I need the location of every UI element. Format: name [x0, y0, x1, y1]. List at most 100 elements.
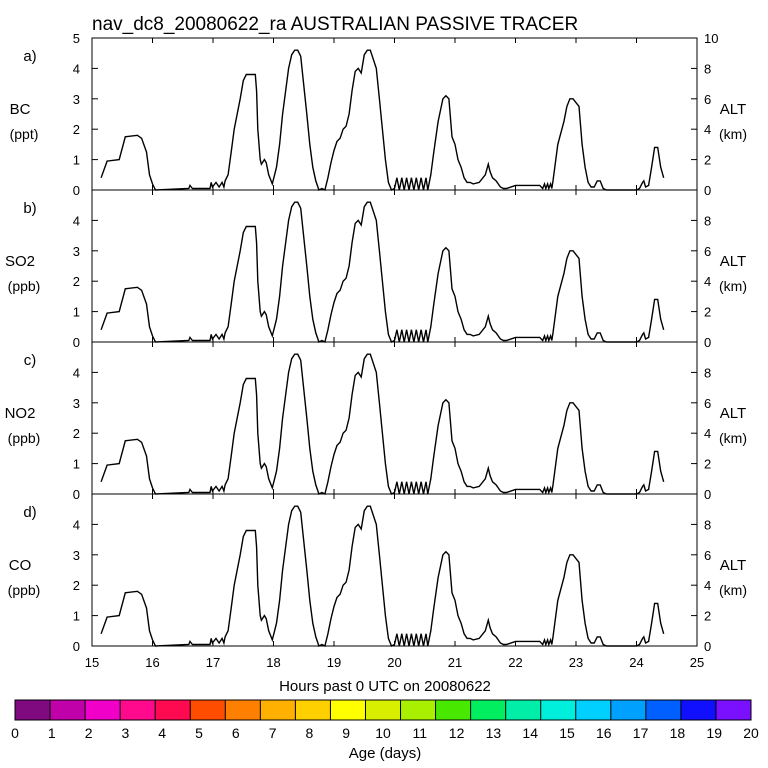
panels: 0123450246810a)BC(ppt)ALT(km)0123402468b…: [5, 31, 747, 654]
colorbar-segment: [225, 700, 261, 720]
y-tick-label: 2: [73, 426, 80, 441]
y-tick-label: 4: [73, 213, 80, 228]
y2-tick-label: 2: [704, 153, 711, 168]
colorbar-tick-label: 6: [232, 725, 240, 741]
y2-axis-unit: (km): [719, 430, 747, 446]
y-tick-label: 0: [73, 183, 80, 198]
y2-tick-label: 4: [704, 578, 711, 593]
y-tick-label: 4: [73, 61, 80, 76]
y2-tick-label: 2: [704, 457, 711, 472]
y2-tick-label: 0: [704, 487, 711, 502]
x-axis-label: Hours past 0 UTC on 20080622: [279, 678, 491, 695]
colorbar-tick-label: 15: [559, 725, 575, 741]
y-tick-label: 2: [73, 122, 80, 137]
panel-d: 0 1 2 3 4 0 2 4 6 8 d) CO (ppb) ALT (km): [8, 493, 747, 654]
colorbar-segment: [470, 700, 506, 720]
x-tick-label: 21: [448, 655, 462, 670]
colorbar-tick-label: 7: [269, 725, 277, 741]
altitude-series-line: [100, 353, 665, 496]
y2-tick-label: 2: [704, 609, 711, 624]
panel-label: a): [23, 48, 36, 65]
x-tick-labels: 15 16 17 18 19 20 21 22 23 24 25: [85, 655, 704, 670]
y2-tick-label: 6: [704, 92, 711, 107]
colorbar-frame: [14, 699, 752, 721]
y-tick-label: 3: [73, 244, 80, 259]
colorbar-segment: [260, 700, 296, 720]
altitude-series-line: [100, 201, 665, 344]
colorbar-segment: [365, 700, 401, 720]
chart-title: nav_dc8_20080622_ra AUSTRALIAN PASSIVE T…: [92, 14, 578, 35]
y-tick-label: 1: [73, 457, 80, 472]
colorbar-segment: [715, 700, 752, 720]
y2-axis-unit: (km): [719, 126, 747, 142]
y2-axis-label: ALT: [720, 405, 746, 422]
altitude-series-line: [100, 49, 665, 192]
y-tick-label: 0: [73, 487, 80, 502]
y-tick-label: 2: [73, 274, 80, 289]
y-tick-label: 4: [73, 365, 80, 380]
y2-tick-label: 8: [704, 61, 711, 76]
x-tick-label: 15: [85, 655, 99, 670]
colorbar-tick-label: 3: [122, 725, 130, 741]
colorbar-tick-label: 2: [85, 725, 93, 741]
colorbar-label: Age (days): [349, 745, 422, 762]
y-axis-unit: (ppb): [8, 430, 41, 446]
y2-tick-label: 0: [704, 183, 711, 198]
colorbar-tick-label: 18: [670, 725, 686, 741]
y2-tick-label: 6: [704, 548, 711, 563]
x-tick-label: 17: [206, 655, 220, 670]
y2-axis-label: ALT: [720, 101, 746, 118]
y-tick-label: 3: [73, 548, 80, 563]
colorbar: [14, 699, 752, 721]
y2-tick-label: 8: [704, 365, 711, 380]
y-tick-label: 0: [73, 335, 80, 350]
colorbar-tick-label: 19: [706, 725, 722, 741]
panel-frame: [91, 189, 698, 343]
y2-tick-label: 10: [704, 31, 718, 46]
colorbar-tick-label: 20: [743, 725, 759, 741]
y-tick-label: 1: [73, 153, 80, 168]
colorbar-tick-label: 9: [342, 725, 350, 741]
colorbar-tick-label: 1: [48, 725, 56, 741]
y2-tick-label: 8: [704, 213, 711, 228]
colorbar-segment: [505, 700, 542, 720]
panel-a: 0 1 2 3 4 5 0 2 4 6 8 10 a) BC (ppt) ALT (km): [10, 31, 747, 198]
y-tick-label: 5: [73, 31, 80, 46]
colorbar-tick-label: 12: [449, 725, 465, 741]
x-tick-label: 19: [327, 655, 341, 670]
y2-tick-label: 8: [704, 517, 711, 532]
colorbar-tick-label: 4: [158, 725, 166, 741]
colorbar-tick-label: 8: [306, 725, 314, 741]
x-tick-label: 18: [266, 655, 280, 670]
colorbar-segment: [190, 700, 226, 720]
panel-label: c): [24, 352, 37, 369]
colorbar-segment: [610, 700, 647, 720]
colorbar-tick-label: 14: [522, 725, 538, 741]
y2-axis-label: ALT: [720, 557, 746, 574]
colorbar-segment: [645, 700, 682, 720]
x-tick-label: 20: [387, 655, 401, 670]
y2-tick-label: 6: [704, 396, 711, 411]
colorbar-tick-label: 10: [375, 725, 391, 741]
colorbar-tick-label: 17: [633, 725, 649, 741]
colorbar-segment: [155, 700, 191, 720]
colorbar-tick-label: 0: [11, 725, 19, 741]
y2-tick-label: 6: [704, 244, 711, 259]
colorbar-segment: [330, 700, 366, 720]
y2-tick-label: 4: [704, 274, 711, 289]
x-tick-label: 25: [690, 655, 704, 670]
y2-axis-unit: (km): [719, 278, 747, 294]
y2-tick-label: 4: [704, 122, 711, 137]
y-tick-label: 4: [73, 517, 80, 532]
colorbar-tick-label: 11: [413, 725, 428, 741]
y-tick-label: 0: [73, 639, 80, 654]
y-tick-label: 3: [73, 92, 80, 107]
colorbar-segment: [400, 700, 436, 720]
y-axis-label: CO: [9, 557, 32, 574]
y-axis-label: NO2: [5, 405, 36, 422]
colorbar-segment: [85, 700, 121, 720]
panel-frame: [91, 341, 698, 495]
y2-tick-label: 4: [704, 426, 711, 441]
colorbar-segment: [295, 700, 331, 720]
colorbar-segment: [50, 700, 86, 720]
